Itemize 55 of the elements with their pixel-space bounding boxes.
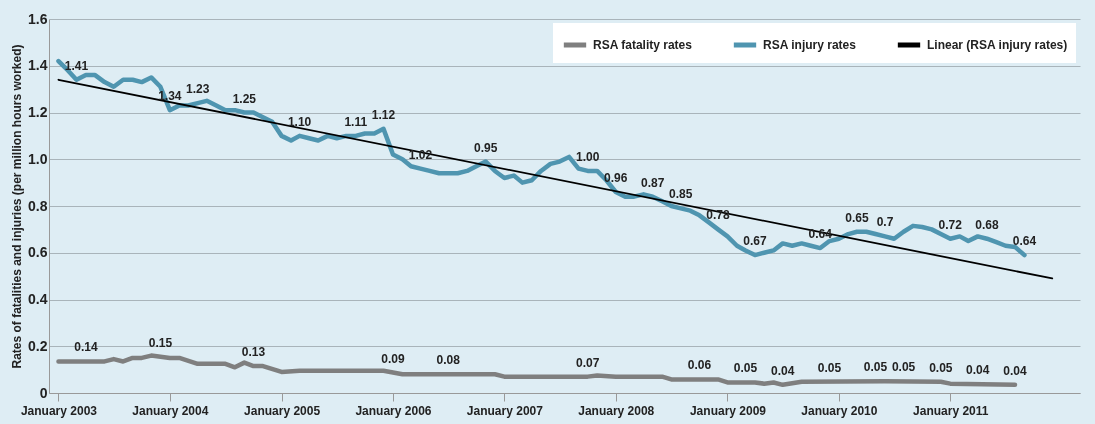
annotation: 0.72 <box>938 217 963 232</box>
annotation: 0.7 <box>876 215 894 230</box>
x-tick-label: January 2006 <box>355 403 432 418</box>
y-tick-label: 1.2 <box>28 104 48 120</box>
annotation: 0.05 <box>817 360 842 375</box>
annotation: 0.13 <box>241 345 266 360</box>
annotation: 0.05 <box>929 360 953 375</box>
annotation: 0.14 <box>74 340 98 355</box>
annotation: 0.96 <box>604 170 628 185</box>
annotation: 1.11 <box>344 114 368 129</box>
annotation: 0.68 <box>975 217 999 232</box>
legend-label: RSA fatality rates <box>593 38 693 52</box>
annotation: 0.07 <box>576 355 600 370</box>
legend-label: RSA injury rates <box>763 38 857 52</box>
annotation: 1.25 <box>232 91 257 106</box>
x-tick-label: January 2009 <box>689 403 767 418</box>
annotation: 0.05 <box>863 360 888 375</box>
annotation: 0.15 <box>148 335 173 350</box>
annotation: 0.64 <box>1012 234 1037 249</box>
annotation: 0.05 <box>733 361 758 376</box>
x-tick-label: January 2003 <box>20 403 98 418</box>
x-tick-label: January 2010 <box>801 403 878 418</box>
y-tick-label: 1.4 <box>28 57 48 74</box>
annotation: 0.85 <box>669 187 693 202</box>
annotation: 0.78 <box>706 208 731 223</box>
annotation: 0.06 <box>687 358 712 373</box>
annotation: 1.23 <box>185 82 210 97</box>
annotation: 0.04 <box>966 362 990 377</box>
annotation: 0.87 <box>641 175 665 190</box>
annotation: 1.10 <box>287 114 312 129</box>
x-tick-label: January 2008 <box>578 403 655 418</box>
annotation: 0.95 <box>474 140 498 155</box>
y-tick-label: 1.6 <box>28 10 48 27</box>
annotation: 0.65 <box>845 210 869 225</box>
y-tick-label: 0.4 <box>28 291 48 307</box>
annotation: 0.05 <box>891 360 916 375</box>
annotation: 0.67 <box>743 234 767 249</box>
annotation: 0.04 <box>1003 363 1027 378</box>
annotation: 1.41 <box>64 58 89 73</box>
x-tick-label: January 2011 <box>913 403 989 418</box>
annotation: 1.12 <box>371 107 396 122</box>
annotation: 0.09 <box>381 352 405 367</box>
y-tick-label: 0.8 <box>28 197 48 214</box>
y-tick-label: 0.2 <box>28 337 48 354</box>
x-tick-label: January 2005 <box>244 403 321 418</box>
y-tick-label: 0 <box>39 384 48 401</box>
y-tick-label: 0.6 <box>28 244 48 261</box>
annotation: 1.00 <box>576 149 600 164</box>
annotation: 0.04 <box>771 363 795 378</box>
y-tick-label: 1.0 <box>28 150 48 167</box>
x-tick-label: January 2007 <box>466 403 544 418</box>
annotation: 0.08 <box>436 353 461 368</box>
x-tick-label: January 2004 <box>132 403 209 418</box>
y-axis-title: Rates of fatalities and injuries (per million hours worked) <box>10 44 25 369</box>
legend-label: Linear (RSA injury rates) <box>927 38 1068 52</box>
